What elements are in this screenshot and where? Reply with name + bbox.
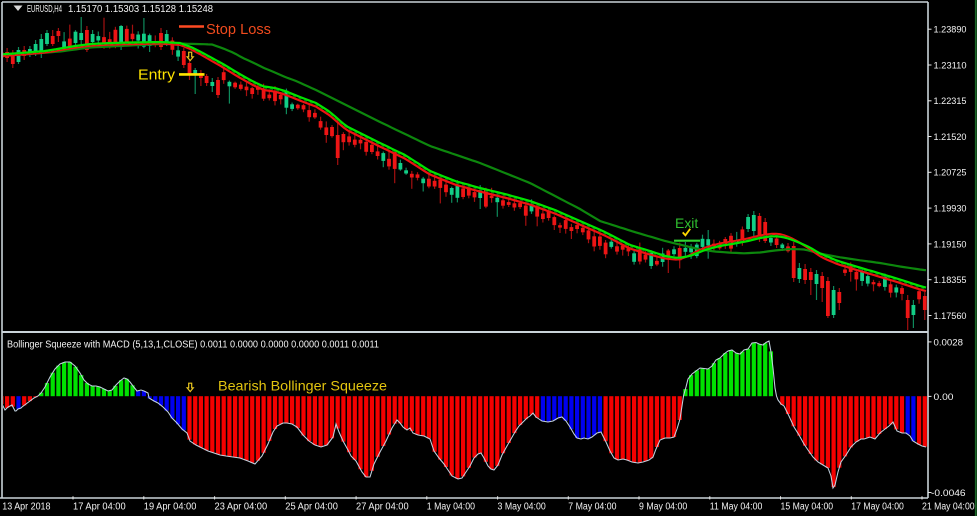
svg-text:0.0028: 0.0028 — [934, 337, 964, 348]
svg-text:Exit: Exit — [675, 215, 698, 231]
svg-text:21 May 04:00: 21 May 04:00 — [922, 502, 975, 513]
svg-text:1.21520: 1.21520 — [934, 132, 967, 143]
svg-text:Stop Loss: Stop Loss — [206, 22, 271, 38]
svg-text:1.19930: 1.19930 — [934, 204, 967, 215]
svg-text:Bearish Bollinger Squeeze: Bearish Bollinger Squeeze — [218, 378, 387, 394]
svg-text:23 Apr 04:00: 23 Apr 04:00 — [215, 502, 268, 513]
svg-text:1.19150: 1.19150 — [934, 239, 967, 250]
svg-text:7 May 04:00: 7 May 04:00 — [568, 502, 617, 513]
svg-text:Entry: Entry — [138, 67, 176, 83]
svg-text:15 May 04:00: 15 May 04:00 — [781, 502, 834, 513]
svg-text:1.22315: 1.22315 — [934, 96, 967, 107]
svg-text:1.18355: 1.18355 — [934, 275, 967, 286]
svg-text:3 May 04:00: 3 May 04:00 — [498, 502, 547, 513]
svg-text:13 Apr 2018: 13 Apr 2018 — [2, 502, 51, 513]
svg-text:25 Apr 04:00: 25 Apr 04:00 — [285, 502, 338, 513]
svg-text:1.20725: 1.20725 — [934, 168, 967, 179]
svg-text:EURUSD,H4: EURUSD,H4 — [27, 4, 62, 15]
svg-text:17 May 04:00: 17 May 04:00 — [851, 502, 904, 513]
svg-text:1.15170 1.15303 1.15128 1.1524: 1.15170 1.15303 1.15128 1.15248 — [68, 4, 214, 15]
svg-text:9 May 04:00: 9 May 04:00 — [639, 502, 688, 513]
svg-text:-0.0046: -0.0046 — [931, 488, 966, 499]
svg-text:1 May 04:00: 1 May 04:00 — [427, 502, 476, 513]
svg-text:27 Apr 04:00: 27 Apr 04:00 — [356, 502, 409, 513]
svg-text:0.00: 0.00 — [934, 392, 954, 403]
svg-text:1.23110: 1.23110 — [934, 60, 967, 71]
svg-text:11 May 04:00: 11 May 04:00 — [710, 502, 763, 513]
svg-text:19 Apr 04:00: 19 Apr 04:00 — [144, 502, 197, 513]
svg-text:1.17560: 1.17560 — [934, 311, 967, 322]
svg-text:17 Apr 04:00: 17 Apr 04:00 — [73, 502, 126, 513]
svg-text:1.23890: 1.23890 — [934, 25, 967, 36]
svg-text:Bollinger Squeeze with MACD (5: Bollinger Squeeze with MACD (5,13,1,CLOS… — [7, 340, 379, 351]
